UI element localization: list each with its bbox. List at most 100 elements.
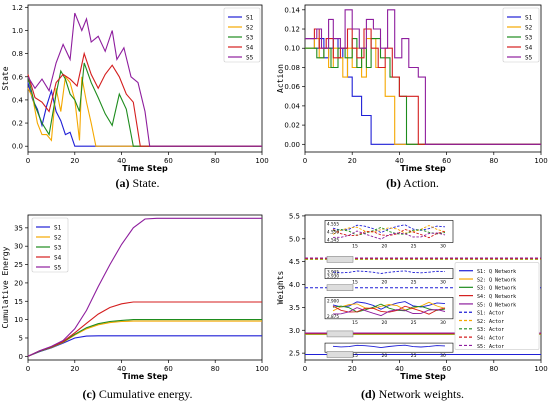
energy-x-axis-label: Time Step [122, 372, 168, 381]
energy-y-tick-label: 35 [14, 224, 23, 232]
state-x-tick-label: 60 [164, 157, 173, 165]
state-y-tick-label: 0.2 [12, 120, 23, 128]
energy-y-axis-label: Cumulative Energy [1, 246, 10, 328]
weights-legend-label: S1: Q Network [477, 269, 516, 275]
weights-inset-y-tick: 3.935 [327, 270, 339, 275]
energy-legend-label: S3 [54, 244, 62, 251]
energy-series-s2 [27, 320, 262, 357]
weights-x-tick-label: 20 [348, 365, 357, 373]
energy-x-tick-label: 100 [255, 365, 268, 373]
weights-x-tick-label: 80 [489, 365, 498, 373]
action-y-tick-label: 0.02 [284, 122, 300, 130]
energy-x-tick-label: 80 [211, 365, 220, 373]
action-legend-label: S2 [525, 24, 533, 31]
action-x-tick-label: 20 [348, 157, 357, 165]
weights-inset-x-tick: 30 [440, 243, 446, 249]
action-y-tick-label: 0.00 [284, 141, 300, 149]
weights-inset-trace [332, 344, 446, 349]
action-series-s5 [305, 9, 541, 145]
weights-legend-label: S5: Q Network [477, 302, 516, 308]
action-x-tick-label: 80 [489, 157, 498, 165]
weights-inset-y-tick: 4.555 [327, 221, 339, 226]
weights-legend-label: S5: Actor [477, 344, 504, 350]
energy-series-s4 [27, 301, 262, 357]
energy-y-tick-label: 25 [14, 261, 23, 269]
weights-inset-trace [332, 305, 446, 315]
weights-x-tick-label: 100 [534, 365, 547, 373]
weights-inset-x-tick: 20 [381, 353, 387, 359]
energy-y-tick-label: 30 [14, 243, 23, 251]
weights-x-tick-label: 0 [303, 365, 307, 373]
caption-d: (d) Network weights. [361, 387, 464, 401]
weights-zoom-marker [326, 330, 354, 338]
weights-inset-x-tick: 25 [411, 353, 417, 359]
weights-legend-label: S4: Actor [477, 336, 504, 342]
weights-inset-x-tick: 30 [440, 320, 446, 326]
weights-inset-trace [332, 303, 446, 313]
weights-inset-frame [324, 220, 454, 243]
weights-y-tick-label: 4.5 [289, 258, 300, 266]
weights-y-tick-label: 2.5 [289, 350, 300, 358]
weights-y-tick-label: 5.0 [289, 235, 300, 243]
energy-y-tick-label: 0 [19, 353, 23, 361]
action-series-s4 [305, 28, 541, 145]
weights-zoom-marker [326, 351, 354, 358]
state-y-tick-label: 0.6 [12, 73, 24, 81]
state-legend-label: S1 [246, 14, 254, 21]
state-series-s4 [27, 51, 262, 147]
energy-legend-label: S2 [54, 234, 62, 241]
state-y-axis-label: State [1, 66, 10, 90]
state-legend-label: S5 [246, 54, 254, 61]
weights-zoom-marker [326, 256, 354, 263]
weights-inset-frame [324, 342, 454, 353]
weights-inset-y-tick: 3.930 [327, 274, 339, 279]
caption-a: (a) State. [115, 176, 160, 190]
weights-inset-y-tick: 2.900 [327, 298, 339, 303]
energy-legend-label: S4 [54, 254, 62, 261]
state-series-s3 [27, 62, 262, 147]
action-x-axis-label: Time Step [400, 164, 446, 173]
action-y-tick-label: 0.12 [284, 26, 300, 34]
weights-inset-x-tick: 15 [352, 353, 358, 359]
weights-inset-x-tick: 25 [411, 280, 417, 286]
energy-x-tick-label: 0 [26, 365, 30, 373]
action-y-tick-label: 0.14 [284, 6, 300, 14]
state-x-tick-label: 100 [255, 157, 268, 165]
energy-y-tick-label: 20 [14, 279, 23, 287]
action-series-s3 [305, 38, 541, 145]
energy-chart: 0 20 40 60 80 100 0 5 10 15 20 25 30 35 Time Step Cumul… [1, 214, 269, 381]
state-legend-label: S2 [246, 24, 254, 31]
state-chart: 0 20 40 60 80 100 0.0 0.2 0.4 0.6 0.8 1.0 1.2 Time St… [1, 4, 269, 173]
state-y-tick-label: 0.8 [12, 50, 23, 58]
state-x-tick-label: 0 [26, 157, 30, 165]
state-series-s5 [27, 12, 262, 147]
action-y-axis-label: Action [276, 64, 285, 93]
weights-legend-label: S3: Q Network [477, 286, 516, 292]
state-x-tick-label: 40 [117, 157, 126, 165]
energy-x-tick-label: 40 [117, 365, 126, 373]
energy-x-tick-label: 60 [164, 365, 173, 373]
weights-legend-box [454, 262, 540, 350]
state-legend-label: S4 [246, 44, 254, 51]
weights-inset-x-tick: 20 [381, 320, 387, 326]
weights-inset-frame [324, 268, 454, 279]
state-y-tick-label: 1.0 [12, 27, 23, 35]
weights-x-axis-label: Time Step [400, 372, 446, 381]
state-y-tick-label: 0.4 [12, 96, 24, 104]
action-x-tick-label: 40 [395, 157, 404, 165]
weights-legend-label: S2: Q Network [477, 277, 516, 283]
weights-legend-label: S2: Actor [477, 319, 504, 325]
action-legend-label: S4 [525, 44, 533, 51]
weights-legend-label: S3: Actor [477, 327, 504, 333]
weights-inset-y-tick: 2.875 [327, 314, 339, 319]
weights-inset-trace [332, 225, 446, 235]
action-legend-label: S3 [525, 34, 533, 41]
state-y-tick-label: 1.2 [12, 4, 23, 12]
weights-legend-label: S4: Q Network [477, 294, 516, 300]
action-legend-label: S5 [525, 54, 533, 61]
weights-inset-y-tick: 4.550 [327, 229, 339, 234]
weights-y-tick-label: 3.5 [289, 304, 300, 312]
energy-plot-frame [27, 214, 263, 361]
state-x-tick-label: 80 [211, 157, 220, 165]
weights-x-tick-label: 40 [395, 365, 404, 373]
